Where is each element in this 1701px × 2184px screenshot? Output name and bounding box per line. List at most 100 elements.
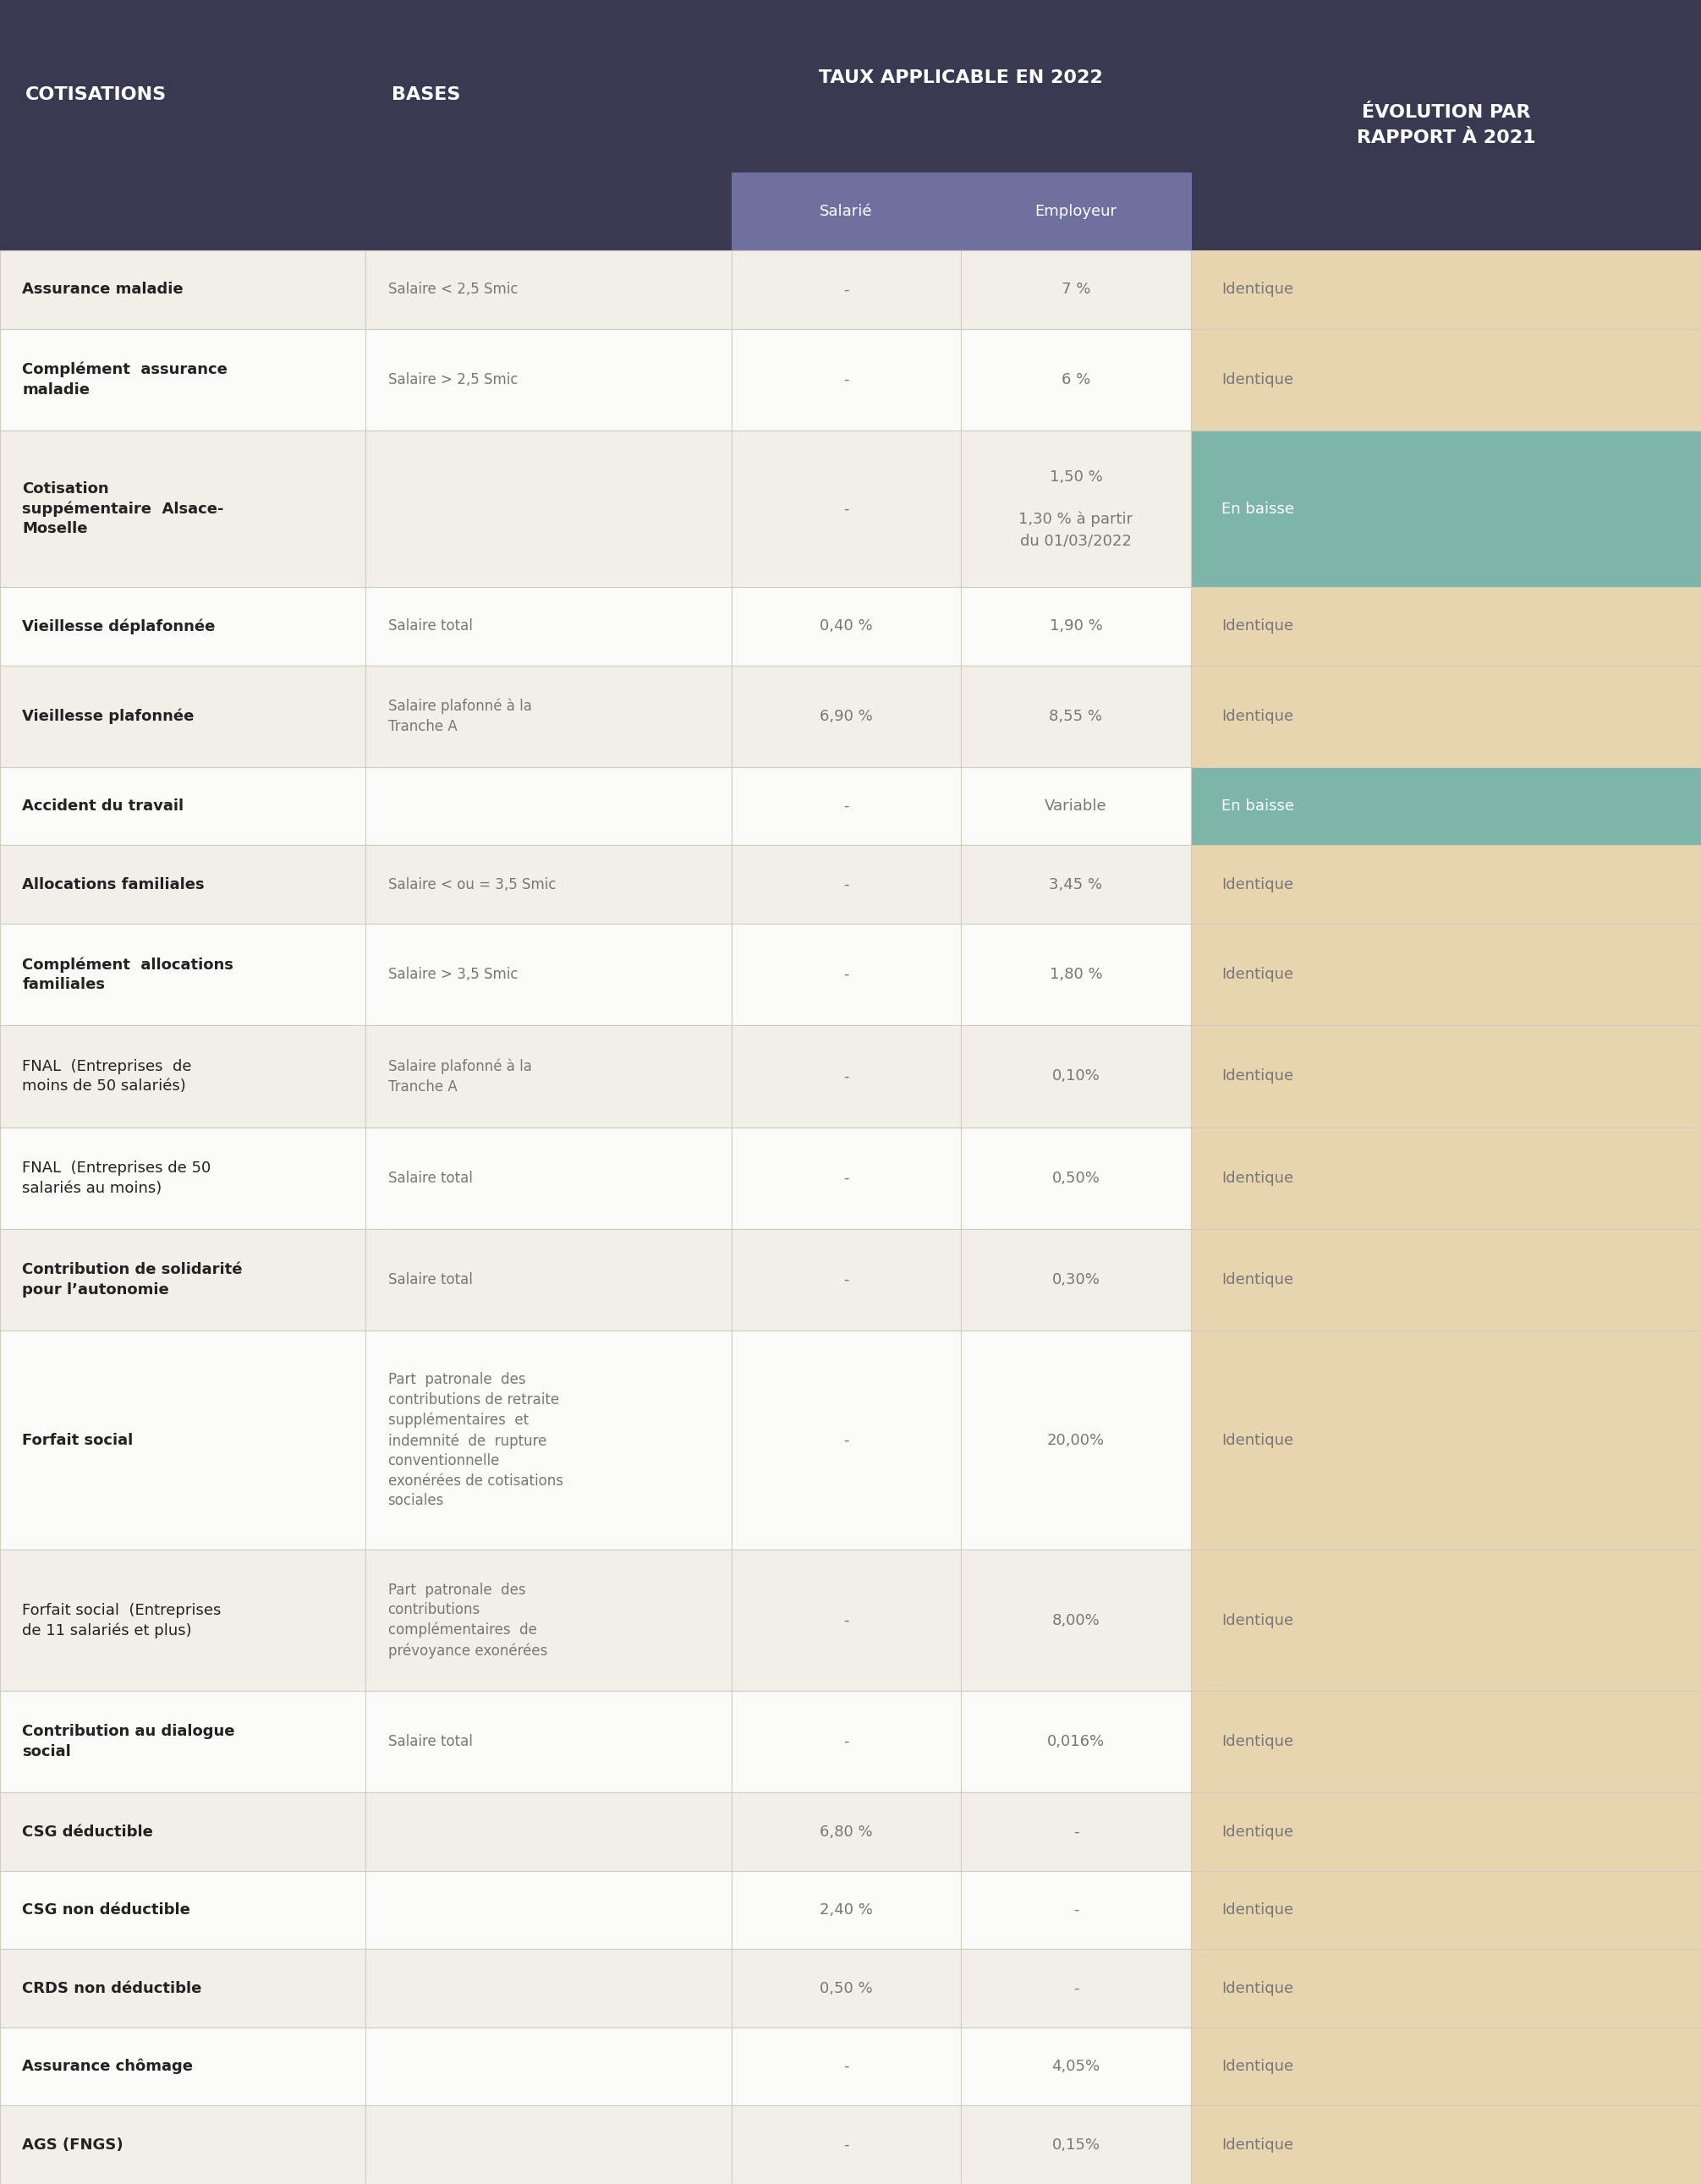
Text: Identique: Identique [1221, 618, 1293, 633]
Bar [366, 1551, 731, 1690]
Text: Salaire total: Salaire total [388, 1273, 473, 1289]
Text: Salaire < 2,5 Smic: Salaire < 2,5 Smic [388, 282, 517, 297]
Bar [1191, 845, 1701, 924]
Bar [1191, 1127, 1701, 1230]
Text: -: - [1073, 1981, 1078, 1996]
Text: 0,50 %: 0,50 % [820, 1981, 873, 1996]
Text: Salaire < ou = 3,5 Smic: Salaire < ou = 3,5 Smic [388, 878, 556, 893]
Bar [731, 1551, 961, 1690]
Bar [0, 1948, 366, 2027]
Bar [1191, 1026, 1701, 1127]
Bar [961, 2027, 1191, 2105]
Bar [1191, 1690, 1701, 1793]
Text: Complément  assurance
maladie: Complément assurance maladie [22, 363, 228, 397]
Text: 3,45 %: 3,45 % [1050, 878, 1102, 893]
Text: Identique: Identique [1221, 2138, 1293, 2153]
Text: Identique: Identique [1221, 371, 1293, 387]
Bar [366, 1793, 731, 1872]
Text: BASES: BASES [391, 85, 459, 103]
Bar [1191, 430, 1701, 587]
Bar [366, 173, 731, 251]
Text: Part  patronale  des
contributions de retraite
supplémentaires  et
indemnité  de: Part patronale des contributions de retr… [388, 1372, 563, 1509]
Bar [961, 1127, 1191, 1230]
Bar [731, 1793, 961, 1872]
Text: -: - [844, 500, 849, 515]
Text: Identique: Identique [1221, 1981, 1293, 1996]
Bar [0, 173, 366, 251]
Text: En baisse: En baisse [1221, 799, 1294, 815]
Bar [1191, 767, 1701, 845]
Bar [731, 430, 961, 587]
Bar [366, 767, 731, 845]
Bar [0, 845, 366, 924]
Bar [731, 1026, 961, 1127]
Bar [0, 1872, 366, 1948]
Text: -: - [844, 1273, 849, 1289]
Text: Identique: Identique [1221, 1171, 1293, 1186]
Bar [961, 1330, 1191, 1551]
Bar [731, 845, 961, 924]
Bar [1191, 1872, 1701, 1948]
Text: 0,10%: 0,10% [1051, 1068, 1101, 1083]
Text: -: - [844, 2060, 849, 2075]
Bar [366, 1230, 731, 1330]
Bar [731, 924, 961, 1026]
Bar [961, 767, 1191, 845]
Text: -: - [844, 1612, 849, 1627]
Text: Identique: Identique [1221, 878, 1293, 893]
Bar [1191, 251, 1701, 330]
Text: Contribution de solidarité
pour l’autonomie: Contribution de solidarité pour l’autono… [22, 1262, 243, 1297]
Bar [0, 1026, 366, 1127]
Text: -: - [1073, 1824, 1078, 1839]
Bar [731, 251, 961, 330]
Bar [731, 666, 961, 767]
Text: Salaire plafonné à la
Tranche A: Salaire plafonné à la Tranche A [388, 699, 531, 734]
Bar [961, 1948, 1191, 2027]
Text: Allocations familiales: Allocations familiales [22, 878, 204, 893]
Text: Complément  allocations
familiales: Complément allocations familiales [22, 957, 233, 992]
Text: 0,40 %: 0,40 % [820, 618, 873, 633]
Text: Vieillesse plafonnée: Vieillesse plafonnée [22, 708, 194, 725]
Text: Identique: Identique [1221, 1824, 1293, 1839]
Bar [0, 587, 366, 666]
Bar [731, 330, 961, 430]
Text: -: - [844, 282, 849, 297]
Text: Salaire plafonné à la
Tranche A: Salaire plafonné à la Tranche A [388, 1059, 531, 1094]
Text: -: - [844, 371, 849, 387]
Bar [731, 587, 961, 666]
Text: AGS (FNGS): AGS (FNGS) [22, 2138, 122, 2153]
Bar [961, 430, 1191, 587]
Bar [0, 2105, 366, 2184]
Bar [961, 924, 1191, 1026]
Bar [366, 1872, 731, 1948]
Bar [731, 2105, 961, 2184]
Text: FNAL  (Entreprises  de
moins de 50 salariés): FNAL (Entreprises de moins de 50 salarié… [22, 1059, 192, 1094]
Text: Salaire total: Salaire total [388, 1171, 473, 1186]
Bar [961, 173, 1191, 251]
Text: Salaire > 3,5 Smic: Salaire > 3,5 Smic [388, 968, 517, 983]
Bar [366, 1948, 731, 2027]
Bar [0, 251, 366, 330]
Bar [961, 587, 1191, 666]
Bar [366, 666, 731, 767]
Bar [1191, 1551, 1701, 1690]
Text: Employeur: Employeur [1034, 203, 1118, 218]
Bar [1191, 1793, 1701, 1872]
Bar [0, 1230, 366, 1330]
Text: 0,15%: 0,15% [1051, 2138, 1101, 2153]
Text: -: - [844, 1171, 849, 1186]
Text: Forfait social  (Entreprises
de 11 salariés et plus): Forfait social (Entreprises de 11 salari… [22, 1603, 221, 1638]
Text: Assurance maladie: Assurance maladie [22, 282, 184, 297]
Bar [731, 173, 961, 251]
Bar [731, 1230, 961, 1330]
Bar [0, 1330, 366, 1551]
Text: 8,00%: 8,00% [1051, 1612, 1101, 1627]
Bar [0, 1551, 366, 1690]
Bar [366, 2105, 731, 2184]
Bar [0, 1793, 366, 1872]
Bar [366, 845, 731, 924]
Text: 1,50 %

1,30 % à partir
du 01/03/2022: 1,50 % 1,30 % à partir du 01/03/2022 [1019, 470, 1133, 548]
Bar [366, 251, 731, 330]
Bar [366, 330, 731, 430]
Bar [1191, 2027, 1701, 2105]
